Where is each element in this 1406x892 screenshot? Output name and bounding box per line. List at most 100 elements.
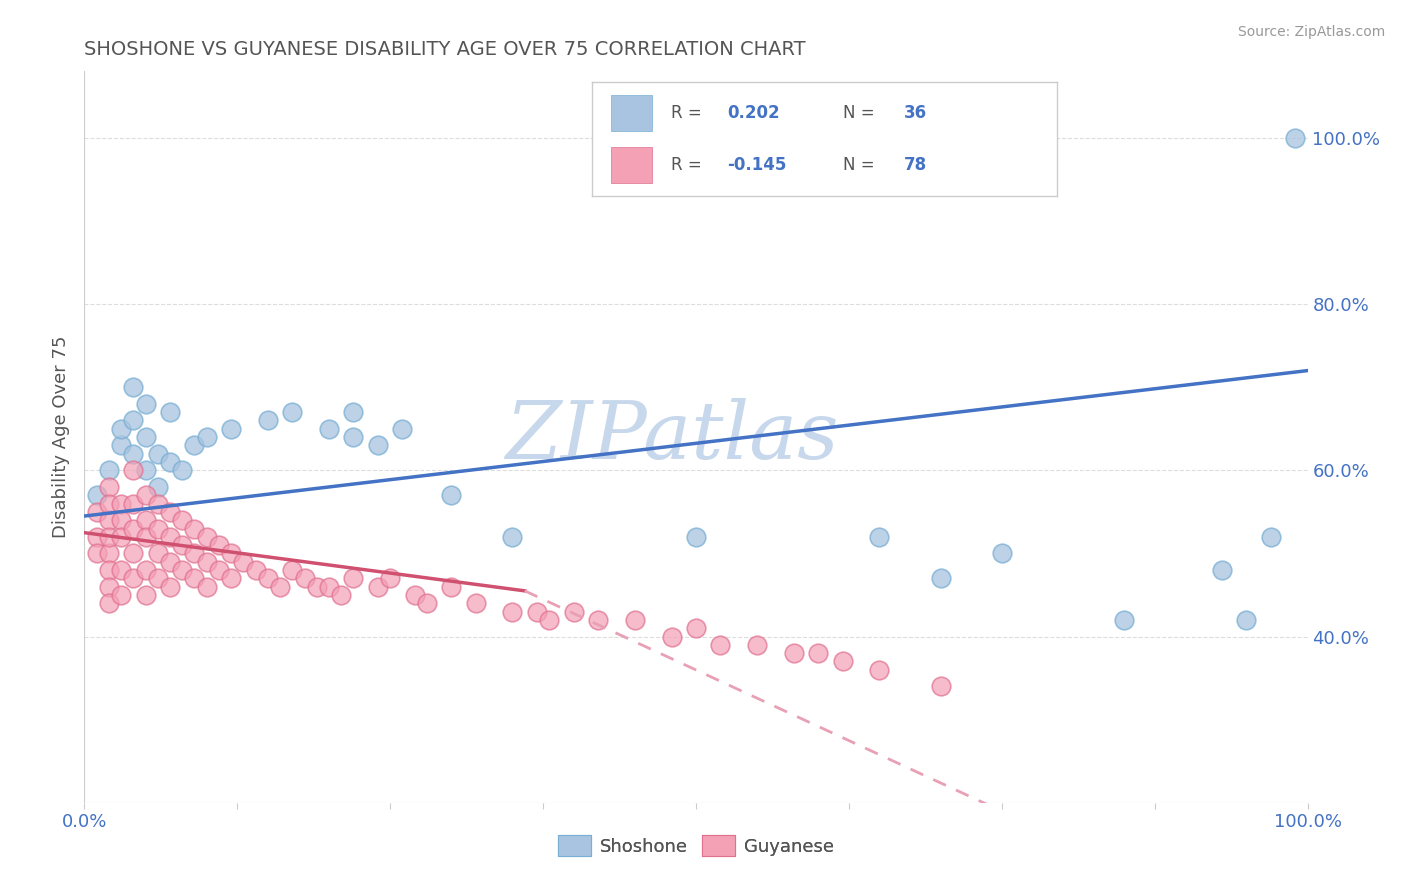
Point xyxy=(110,422,132,436)
Point xyxy=(110,530,132,544)
Point xyxy=(502,605,524,619)
Point xyxy=(97,480,120,494)
Point xyxy=(183,546,205,560)
Point xyxy=(135,463,157,477)
Point xyxy=(245,563,267,577)
Point xyxy=(831,655,853,669)
Point xyxy=(172,538,194,552)
Point xyxy=(146,571,169,585)
Point xyxy=(135,488,157,502)
Point xyxy=(86,505,108,519)
Point xyxy=(380,571,402,585)
Point xyxy=(159,455,181,469)
Point xyxy=(305,580,328,594)
Point xyxy=(122,521,145,535)
Point xyxy=(86,530,108,544)
Point xyxy=(208,538,231,552)
Point xyxy=(146,480,169,494)
Point xyxy=(122,463,145,477)
Point xyxy=(869,530,891,544)
Point xyxy=(929,680,952,694)
Point xyxy=(709,638,731,652)
Point xyxy=(440,580,463,594)
Point xyxy=(97,596,120,610)
Point xyxy=(232,555,254,569)
Y-axis label: Disability Age Over 75: Disability Age Over 75 xyxy=(52,335,70,539)
Point xyxy=(86,488,108,502)
Point xyxy=(122,497,145,511)
Point xyxy=(219,571,242,585)
Point xyxy=(146,546,169,560)
Point xyxy=(208,563,231,577)
Point xyxy=(318,580,340,594)
Point xyxy=(1211,563,1233,577)
Point xyxy=(661,630,683,644)
Point xyxy=(172,563,194,577)
Point xyxy=(281,405,304,419)
Point xyxy=(97,463,120,477)
Point xyxy=(1114,613,1136,627)
Point xyxy=(86,546,108,560)
Point xyxy=(1236,613,1258,627)
Point xyxy=(146,497,169,511)
Point xyxy=(122,571,145,585)
Point xyxy=(122,380,145,394)
Point xyxy=(110,513,132,527)
Point xyxy=(416,596,439,610)
Point xyxy=(159,555,181,569)
Point xyxy=(172,463,194,477)
Point xyxy=(1260,530,1282,544)
Point xyxy=(464,596,486,610)
Point xyxy=(159,405,181,419)
Point xyxy=(685,530,707,544)
Text: Source: ZipAtlas.com: Source: ZipAtlas.com xyxy=(1237,25,1385,39)
Point xyxy=(294,571,316,585)
Point xyxy=(586,613,609,627)
Point xyxy=(562,605,585,619)
Point xyxy=(342,571,364,585)
Point xyxy=(135,397,157,411)
Point xyxy=(1284,131,1306,145)
Point xyxy=(97,546,120,560)
Point xyxy=(122,413,145,427)
Point xyxy=(135,513,157,527)
Point xyxy=(391,422,413,436)
Point xyxy=(135,588,157,602)
Text: ZIPatlas: ZIPatlas xyxy=(505,399,838,475)
Point xyxy=(195,430,218,444)
Point xyxy=(135,563,157,577)
Point xyxy=(110,497,132,511)
Point xyxy=(159,530,181,544)
Point xyxy=(404,588,426,602)
Point xyxy=(219,546,242,560)
Point xyxy=(195,580,218,594)
Point xyxy=(257,571,280,585)
Point xyxy=(159,505,181,519)
Point xyxy=(342,430,364,444)
Point xyxy=(110,438,132,452)
Point xyxy=(624,613,647,627)
Point xyxy=(219,422,242,436)
Point xyxy=(502,530,524,544)
Point xyxy=(97,563,120,577)
Point xyxy=(183,521,205,535)
Point xyxy=(929,571,952,585)
Point xyxy=(367,438,389,452)
Point xyxy=(367,580,389,594)
Point xyxy=(440,488,463,502)
Point xyxy=(526,605,548,619)
Point xyxy=(183,571,205,585)
Point xyxy=(97,497,120,511)
Point xyxy=(183,438,205,452)
Point xyxy=(97,530,120,544)
Point xyxy=(146,447,169,461)
Legend: Shoshone, Guyanese: Shoshone, Guyanese xyxy=(551,828,841,863)
Point xyxy=(110,588,132,602)
Point xyxy=(783,646,806,660)
Text: SHOSHONE VS GUYANESE DISABILITY AGE OVER 75 CORRELATION CHART: SHOSHONE VS GUYANESE DISABILITY AGE OVER… xyxy=(84,39,806,59)
Point xyxy=(991,546,1014,560)
Point xyxy=(135,530,157,544)
Point xyxy=(110,563,132,577)
Point xyxy=(257,413,280,427)
Point xyxy=(807,646,830,660)
